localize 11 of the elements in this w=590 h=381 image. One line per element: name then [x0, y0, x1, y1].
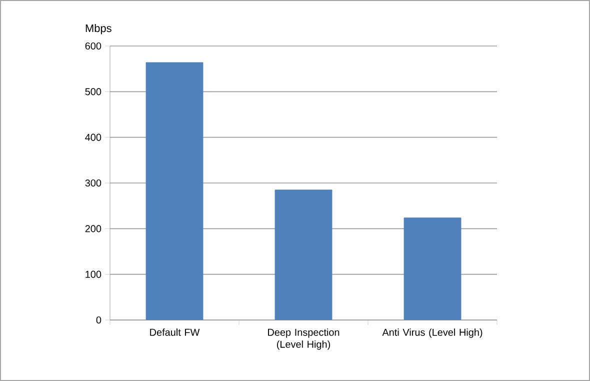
y-tick-label: 200 — [85, 225, 102, 232]
y-tick-label: 600 — [85, 42, 102, 50]
y-tick-label: 100 — [86, 270, 102, 278]
y-tick-label: 300 — [85, 179, 102, 187]
x-tick-label: Default FW — [150, 328, 200, 336]
y-tick-label: 400 — [85, 134, 102, 141]
y-tick-label: 500 — [85, 88, 102, 96]
x-tick-label: Deep Inspection (Level High) — [268, 328, 340, 350]
x-tick-label: Anti Virus (Level High) — [382, 328, 482, 338]
y-tick-label: 0 — [96, 316, 102, 324]
y-axis-title: Mbps — [86, 24, 112, 34]
